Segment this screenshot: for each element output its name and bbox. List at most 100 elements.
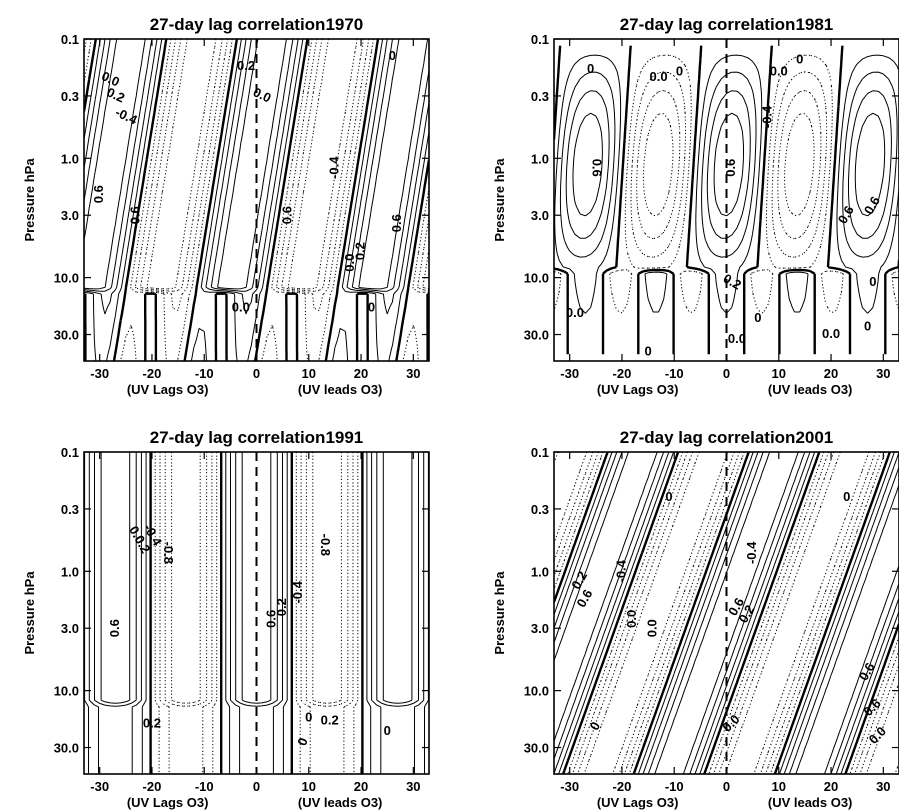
contour-label: -0.4 <box>744 541 759 564</box>
contour-label: 0.6 <box>279 206 294 224</box>
y-tick-label: 3.0 <box>61 208 79 223</box>
contour-level-neg0p8 <box>554 452 899 774</box>
y-tick-label: 10.0 <box>54 684 79 699</box>
contour-level-0p6 <box>565 90 892 239</box>
contour-label: 0 <box>368 300 375 315</box>
x-tick-label: 10 <box>302 366 316 381</box>
x-tick-label: -10 <box>665 779 684 794</box>
contour-label: -0.8 <box>318 534 333 556</box>
panel-2: 00.0 0 0.00-0.40.6 0.60.6 0.60.2 00.0 00.000.0… <box>492 15 899 397</box>
y-tick-label: 30.0 <box>524 328 549 343</box>
x-axis-label-right: (UV leads O3) <box>298 382 383 397</box>
y-tick-label: 30.0 <box>54 328 79 343</box>
y-axis-label: Pressure hPa <box>22 571 37 655</box>
contour-level-0p8 <box>554 452 899 774</box>
contour-label: 0.2 <box>352 242 367 260</box>
x-tick-label: 30 <box>876 366 890 381</box>
contour-label: 0.0 <box>728 331 746 346</box>
x-tick-label: -10 <box>665 366 684 381</box>
y-axis-label: Pressure hPa <box>492 571 507 655</box>
panel-4: 0 00.20.6-0.40.00.0-0.40.60.20 0.00.60.60.… <box>492 428 899 810</box>
panel-3: 0.00.2-0.4-0.80.60.60.2-0.4-0.80.2 0 0.200… <box>22 428 430 810</box>
contour-level-0p6 <box>84 39 429 292</box>
contour-level-neg0p2 <box>554 54 899 314</box>
contour-label: 0 <box>665 489 672 504</box>
x-tick-label: 20 <box>824 779 838 794</box>
x-tick-label: 20 <box>354 366 368 381</box>
contour-label: 0 <box>864 319 871 334</box>
y-tick-label: 0.3 <box>61 502 79 517</box>
contour-label: 0.0 <box>342 254 357 272</box>
contour-level-0p8 <box>572 112 886 217</box>
contour-label: 0.6 <box>264 610 279 628</box>
contour-label: 0 <box>843 489 850 504</box>
contour-level-0p8 <box>100 452 413 704</box>
contour-level-0p2 <box>554 452 899 774</box>
contour-label: 0.6 <box>835 203 857 226</box>
panel-1: 0.00.2-0.40.60.60.20.0-0.40.60.00.20.600… <box>22 15 430 397</box>
x-tick-label: -10 <box>195 779 214 794</box>
x-tick-label: 30 <box>406 779 420 794</box>
contour-label: 0 <box>587 61 594 76</box>
contour-label: 0 <box>676 64 683 79</box>
contour-level-0 <box>149 452 364 774</box>
x-tick-label: 0 <box>723 366 730 381</box>
panel-title: 27-day lag correlation1981 <box>620 15 834 34</box>
y-tick-label: 0.3 <box>531 502 549 517</box>
y-tick-label: 0.3 <box>61 89 79 104</box>
contour-label: 0.0 <box>99 68 122 89</box>
contour-label: -0.4 <box>760 105 775 128</box>
y-tick-label: 1.0 <box>61 564 79 579</box>
x-axis-label-right: (UV leads O3) <box>768 382 853 397</box>
contour-label: 0.0 <box>232 300 250 315</box>
contour-label: 0.2 <box>274 598 289 616</box>
y-tick-label: 0.1 <box>531 445 549 460</box>
contour-level-0p6 <box>554 452 899 774</box>
contour-level-neg0p6 <box>140 39 429 292</box>
x-tick-label: 20 <box>824 366 838 381</box>
x-axis-label-right: (UV leads O3) <box>768 795 853 810</box>
contour-label: 0 <box>754 310 761 325</box>
x-tick-label: 0 <box>253 779 260 794</box>
x-tick-label: -30 <box>560 366 579 381</box>
x-tick-label: 0 <box>253 366 260 381</box>
contour-lines <box>554 452 899 774</box>
y-tick-label: 3.0 <box>61 621 79 636</box>
contour-label: 0.6 <box>389 214 404 232</box>
contour-level-0p4 <box>88 452 425 774</box>
y-tick-label: 10.0 <box>54 271 79 286</box>
contour-lines <box>84 39 429 361</box>
contour-label: 0.6 <box>128 206 143 224</box>
contour-level-0p6 <box>94 452 419 707</box>
contour-label: 0.0 <box>866 724 889 747</box>
x-axis-label-left: (UV Lags O3) <box>127 795 209 810</box>
contour-label: 0 <box>389 48 396 63</box>
contour-label: 0.0 <box>650 69 668 84</box>
contour-label: 0 <box>305 710 312 725</box>
contour-label: 0.6 <box>723 159 738 177</box>
contour-label: 0.0 <box>822 326 840 341</box>
x-tick-label: 10 <box>772 779 786 794</box>
panel-title: 27-day lag correlation1970 <box>150 15 364 34</box>
contour-level-neg0p2 <box>554 452 899 774</box>
contour-label: 0.2 <box>568 569 590 592</box>
contour-label: 0.0 <box>770 64 788 79</box>
contour-label: 0.0 <box>251 84 274 105</box>
x-axis-label-left: (UV Lags O3) <box>597 382 679 397</box>
contour-level-0 <box>84 39 429 361</box>
contour-label: 0 <box>869 274 876 289</box>
contour-label: 0 <box>644 343 651 358</box>
contour-label: 0.6 <box>861 194 883 217</box>
y-tick-label: 1.0 <box>61 151 79 166</box>
x-tick-label: 30 <box>876 779 890 794</box>
y-tick-label: 3.0 <box>531 208 549 223</box>
y-tick-label: 10.0 <box>524 684 549 699</box>
panel-title: 27-day lag correlation1991 <box>150 428 364 447</box>
contour-label: -0.4 <box>326 156 341 179</box>
y-tick-label: 10.0 <box>524 271 549 286</box>
x-tick-label: 10 <box>772 366 786 381</box>
y-tick-label: 0.1 <box>531 32 549 47</box>
y-tick-label: 30.0 <box>524 741 549 756</box>
contour-level-0p4 <box>84 39 429 315</box>
